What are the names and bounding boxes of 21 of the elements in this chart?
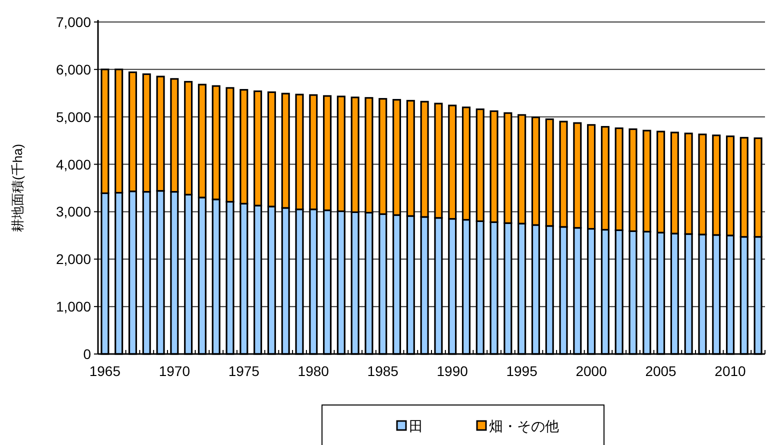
- x-tick-label: 1995: [506, 363, 538, 379]
- y-tick-label: 2,000: [56, 251, 92, 268]
- x-tick-label: 1985: [367, 363, 399, 379]
- y-tick-label: 7,000: [56, 14, 92, 30]
- x-tick-label: 1990: [436, 363, 468, 379]
- x-tick-label: 1965: [89, 363, 121, 379]
- y-tick-label: 1,000: [56, 298, 92, 315]
- y-tick-label: 0: [83, 346, 92, 362]
- y-tick-label: 5,000: [56, 108, 92, 125]
- x-tick-label: 2005: [645, 363, 677, 379]
- y-tick-label: 6,000: [56, 61, 92, 78]
- y-axis-title: 耕地面積(千ha): [10, 144, 25, 232]
- x-tick-label: 1970: [158, 363, 190, 379]
- x-tick-label: 2000: [576, 363, 608, 379]
- y-tick-label: 4,000: [56, 156, 92, 172]
- x-tick-label: 1975: [228, 363, 260, 379]
- legend-label: 畑・その他: [489, 418, 559, 434]
- y-tick-label: 3,000: [56, 204, 92, 220]
- legend-label: 田: [409, 418, 423, 434]
- x-tick-label: 1980: [298, 363, 330, 379]
- x-tick-label: 2010: [714, 363, 746, 379]
